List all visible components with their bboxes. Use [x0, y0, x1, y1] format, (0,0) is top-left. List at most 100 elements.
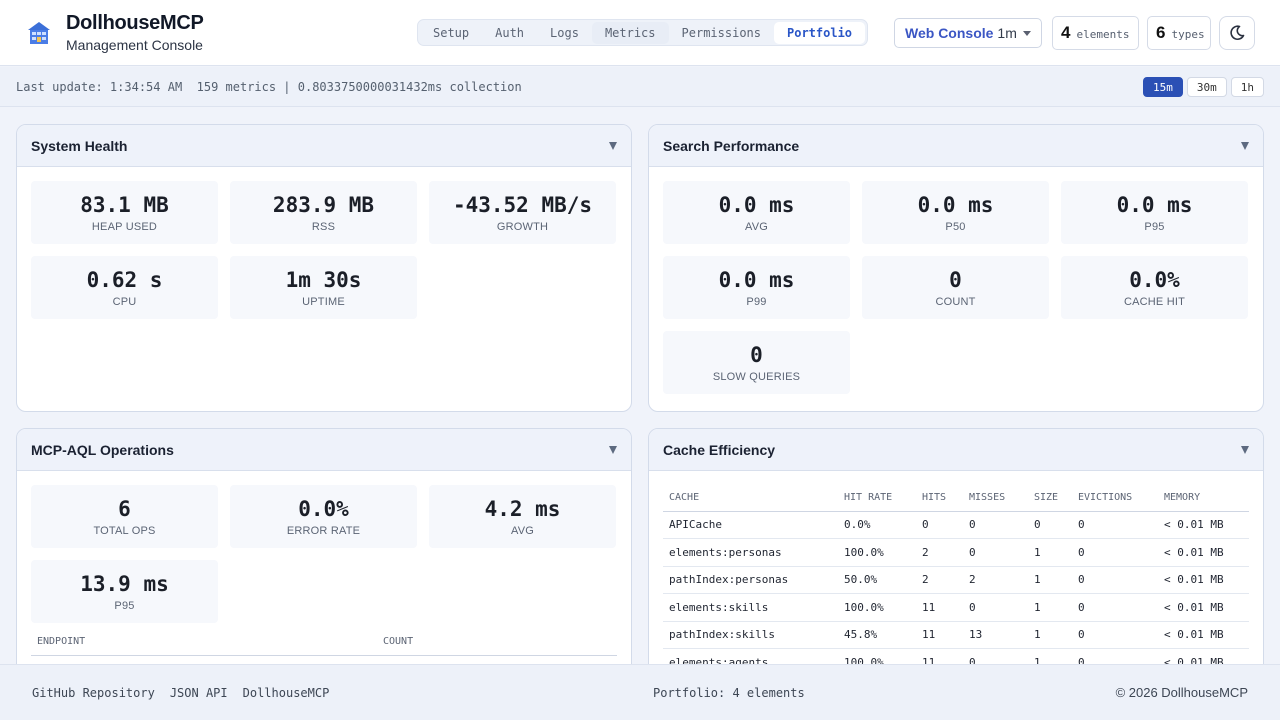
tab-metrics[interactable]: Metrics [591, 21, 669, 44]
table-row: elements:skills 100.0% 11 0 1 0 < 0.01 M… [663, 593, 1249, 622]
console-select-suffix: 1m [997, 25, 1017, 41]
metric-value: 1m 30s [285, 267, 362, 292]
collapse-icon[interactable] [609, 141, 617, 150]
panel-title: Search Performance [663, 137, 800, 154]
github-repository-link[interactable]: GitHub Repository [32, 685, 155, 700]
metric-label: CPU [112, 295, 137, 308]
table-row: pathIndex:personas 50.0% 2 2 1 0 < 0.01 … [663, 566, 1249, 594]
range-30m-button[interactable]: 30m [1186, 77, 1227, 97]
cache-efficiency-header[interactable]: Cache Efficiency [649, 429, 1263, 471]
metric-value: 0.0% [1129, 267, 1180, 292]
metric-label: AVG [744, 220, 768, 233]
types-count-badge[interactable]: 6 types [1147, 16, 1211, 50]
console-select[interactable]: Web Console 1m [894, 18, 1042, 48]
chevron-down-icon [1023, 30, 1031, 36]
hit-rate-cell: 0.0% [838, 511, 916, 539]
hit-rate-cell: 100.0% [838, 593, 916, 622]
tab-permissions[interactable]: Permissions [681, 25, 761, 40]
metric-value: 0.0% [298, 496, 349, 521]
json-api-link[interactable]: JSON API [169, 685, 228, 700]
elements-count-badge[interactable]: 4 elements [1052, 16, 1139, 50]
collapse-icon[interactable] [1241, 141, 1249, 150]
tab-logs[interactable]: Logs [550, 25, 579, 40]
misses-cell: 0 [963, 511, 1028, 539]
tab-setup[interactable]: Setup [433, 25, 470, 40]
misses-cell: 2 [963, 566, 1028, 594]
main-tabs: Setup Auth Logs Metrics Permissions Port… [417, 19, 869, 46]
mcp-aql-header[interactable]: MCP-AQL Operations [17, 429, 631, 471]
panel-title: Cache Efficiency [663, 441, 776, 458]
size-cell: 1 [1028, 566, 1072, 594]
metric-label: RSS [311, 220, 336, 233]
metric-label: CACHE HIT [1123, 295, 1186, 308]
metric-label: P99 [746, 295, 767, 308]
metric-growth: -43.52 MB/s GROWTH [429, 181, 616, 244]
column-header-hits[interactable]: HITS [916, 485, 963, 512]
collapse-icon[interactable] [1241, 445, 1249, 454]
system-health-header[interactable]: System Health [17, 125, 631, 167]
moon-icon [1230, 25, 1245, 40]
system-health-panel: System Health 83.1 MB HEAP USED 283.9 MB… [16, 124, 632, 412]
evictions-cell: 0 [1072, 621, 1158, 649]
metric-label: TOTAL OPS [93, 524, 156, 537]
table-row: elements:personas 100.0% 2 0 1 0 < 0.01 … [663, 538, 1249, 567]
mcp-aql-metrics: 6 TOTAL OPS 0.0% ERROR RATE 4.2 ms AVG 1… [17, 471, 631, 623]
search-performance-panel: Search Performance 0.0 ms AVG 0.0 ms P50… [648, 124, 1264, 412]
column-header-size[interactable]: SIZE [1028, 485, 1072, 512]
metric-value: 4.2 ms [484, 496, 561, 521]
column-header-memory[interactable]: MEMORY [1158, 485, 1249, 512]
metric-value: 0.0 ms [718, 267, 795, 292]
memory-cell: < 0.01 MB [1158, 593, 1249, 622]
range-1h-button[interactable]: 1h [1230, 77, 1264, 97]
hit-rate-cell: 45.8% [838, 621, 916, 649]
metric-p99: 0.0 ms P99 [663, 256, 850, 319]
metric-value: 0 [750, 342, 763, 367]
metric-value: 0.0 ms [1116, 192, 1193, 217]
portfolio-summary: Portfolio: 4 elements [653, 685, 805, 700]
column-header-endpoint[interactable]: ENDPOINT [31, 629, 377, 656]
metric-p95: 0.0 ms P95 [1061, 181, 1248, 244]
brand-subtitle: Management Console [66, 37, 203, 53]
column-header-cache[interactable]: CACHE [663, 485, 838, 512]
tab-auth[interactable]: Auth [495, 25, 525, 40]
system-health-metrics: 83.1 MB HEAP USED 283.9 MB RSS -43.52 MB… [17, 167, 631, 319]
memory-cell: < 0.01 MB [1158, 511, 1249, 539]
column-header-misses[interactable]: MISSES [963, 485, 1028, 512]
metric-value: 6 [118, 496, 131, 521]
metric-label: UPTIME [302, 295, 345, 308]
metric-value: 283.9 MB [272, 192, 375, 217]
hits-cell: 11 [916, 593, 963, 622]
size-cell: 1 [1028, 538, 1072, 567]
theme-toggle-button[interactable] [1219, 16, 1255, 50]
size-cell: 1 [1028, 593, 1072, 622]
misses-cell: 0 [963, 593, 1028, 622]
metric-value: 0.62 s [86, 267, 163, 292]
app-header: DollhouseMCP Management Console Setup Au… [0, 0, 1280, 66]
hits-cell: 0 [916, 511, 963, 539]
metric-count: 0 COUNT [862, 256, 1049, 319]
hit-rate-cell: 100.0% [838, 538, 916, 567]
metric-value: 0.0 ms [718, 192, 795, 217]
column-header-count[interactable]: COUNT [377, 629, 617, 656]
metric-label: P95 [114, 599, 135, 612]
table-header-row: ENDPOINT COUNT [31, 629, 617, 656]
memory-cell: < 0.01 MB [1158, 538, 1249, 567]
cache-name-cell: pathIndex:skills [663, 621, 838, 649]
metric-slow-queries: 0 SLOW QUERIES [663, 331, 850, 394]
metric-value: 13.9 ms [80, 571, 169, 596]
time-range-group: 15m 30m 1h [1143, 77, 1264, 97]
metric-rss: 283.9 MB RSS [230, 181, 417, 244]
column-header-evictions[interactable]: EVICTIONS [1072, 485, 1158, 512]
metric-p50: 0.0 ms P50 [862, 181, 1049, 244]
search-performance-header[interactable]: Search Performance [649, 125, 1263, 167]
collapse-icon[interactable] [609, 445, 617, 454]
evictions-cell: 0 [1072, 538, 1158, 567]
panel-title: System Health [31, 137, 128, 154]
metric-avg: 4.2 ms AVG [429, 485, 616, 548]
range-15m-button[interactable]: 15m [1143, 77, 1183, 97]
metric-value: -43.52 MB/s [452, 192, 593, 217]
tab-portfolio[interactable]: Portfolio [774, 21, 866, 44]
dollhousemcp-link[interactable]: DollhouseMCP [242, 685, 330, 700]
types-unit: types [1171, 28, 1205, 41]
column-header-hit-rate[interactable]: HIT RATE [838, 485, 916, 512]
